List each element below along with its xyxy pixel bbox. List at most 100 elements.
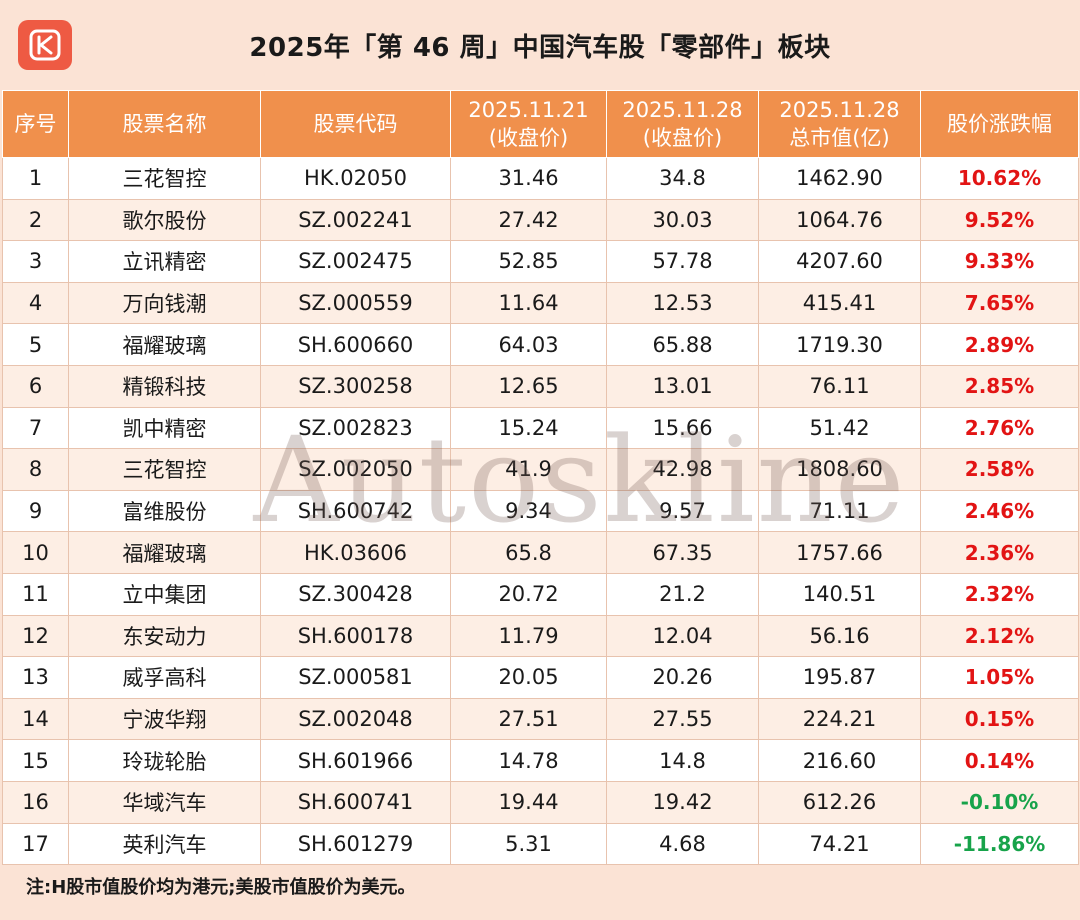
cell-price-change: 2.46% (920, 489, 1079, 533)
cell-market-cap: 74.21 (758, 822, 921, 866)
cell-price-change: 0.15% (920, 697, 1079, 741)
cell-stock-code: SZ.002241 (260, 198, 451, 242)
column-header-name: 股票名称 (68, 90, 261, 158)
cell-market-cap: 51.42 (758, 406, 921, 450)
cell-close-1128: 13.01 (606, 364, 759, 408)
cell-no: 11 (2, 572, 69, 616)
cell-market-cap: 76.11 (758, 364, 921, 408)
cell-market-cap: 195.87 (758, 656, 921, 699)
page-title: 2025年「第 46 周」中国汽车股「零部件」板块 (249, 32, 831, 63)
cell-stock-name: 三花智控 (68, 448, 261, 491)
cell-close-1121: 65.8 (450, 531, 607, 574)
cell-close-1121: 52.85 (450, 240, 607, 283)
cell-market-cap: 71.11 (758, 489, 921, 533)
cell-market-cap: 1757.66 (758, 531, 921, 574)
cell-stock-code: HK.03606 (260, 531, 451, 574)
column-header-date: 2025.11.21 (468, 98, 589, 122)
cell-price-change: 2.89% (920, 323, 1079, 366)
cell-price-change: 2.76% (920, 406, 1079, 450)
cell-price-change: -11.86% (920, 822, 1079, 866)
cell-close-1128: 14.8 (606, 739, 759, 782)
cell-stock-name: 英利汽车 (68, 822, 261, 866)
cell-stock-code: SH.600742 (260, 489, 451, 533)
cell-stock-name: 三花智控 (68, 157, 261, 200)
cell-close-1128: 4.68 (606, 822, 759, 866)
column-header-mktcap: 2025.11.28 总市值(亿) (758, 90, 921, 158)
column-header-sub: (收盘价) (488, 126, 569, 150)
cell-stock-name: 威孚高科 (68, 656, 261, 699)
k-logo-icon (29, 29, 61, 61)
cell-close-1128: 30.03 (606, 198, 759, 242)
cell-close-1121: 11.79 (450, 614, 607, 658)
cell-stock-name: 福耀玻璃 (68, 323, 261, 366)
cell-close-1121: 14.78 (450, 739, 607, 782)
column-header-no: 序号 (2, 90, 69, 158)
cell-close-1128: 21.2 (606, 572, 759, 616)
cell-price-change: 10.62% (920, 157, 1079, 200)
footnote: 注:H股市值股价均为港元;美股市值股价为美元。 (26, 877, 416, 898)
table-row: 1 三花智控 HK.02050 31.46 34.8 1462.90 10.62% (2, 157, 1079, 200)
cell-close-1121: 15.24 (450, 406, 607, 450)
table-row: 3 立讯精密 SZ.002475 52.85 57.78 4207.60 9.33% (2, 240, 1079, 283)
cell-stock-name: 玲珑轮胎 (68, 739, 261, 782)
cell-no: 15 (2, 739, 69, 782)
table-row: 6 精锻科技 SZ.300258 12.65 13.01 76.11 2.85% (2, 364, 1079, 408)
cell-close-1128: 67.35 (606, 531, 759, 574)
cell-price-change: 2.36% (920, 531, 1079, 574)
cell-stock-code: SZ.002475 (260, 240, 451, 283)
table-row: 9 富维股份 SH.600742 9.34 9.57 71.11 2.46% (2, 489, 1079, 533)
cell-market-cap: 415.41 (758, 281, 921, 325)
cell-close-1128: 20.26 (606, 656, 759, 699)
cell-no: 3 (2, 240, 69, 283)
column-header-change: 股价涨跌幅 (920, 90, 1079, 158)
cell-close-1128: 12.53 (606, 281, 759, 325)
cell-close-1121: 20.72 (450, 572, 607, 616)
cell-no: 16 (2, 780, 69, 824)
table-row: 10 福耀玻璃 HK.03606 65.8 67.35 1757.66 2.36% (2, 531, 1079, 574)
cell-no: 4 (2, 281, 69, 325)
cell-stock-name: 东安动力 (68, 614, 261, 658)
cell-price-change: 9.52% (920, 198, 1079, 242)
cell-close-1128: 19.42 (606, 780, 759, 824)
cell-price-change: 1.05% (920, 656, 1079, 699)
cell-stock-code: SZ.300428 (260, 572, 451, 616)
cell-stock-code: SZ.002823 (260, 406, 451, 450)
cell-close-1121: 41.9 (450, 448, 607, 491)
cell-market-cap: 1719.30 (758, 323, 921, 366)
cell-price-change: 2.32% (920, 572, 1079, 616)
cell-stock-code: SZ.000559 (260, 281, 451, 325)
cell-market-cap: 1808.60 (758, 448, 921, 491)
table-row: 7 凯中精密 SZ.002823 15.24 15.66 51.42 2.76% (2, 406, 1079, 450)
cell-price-change: 9.33% (920, 240, 1079, 283)
cell-close-1121: 9.34 (450, 489, 607, 533)
cell-no: 8 (2, 448, 69, 491)
cell-close-1128: 27.55 (606, 697, 759, 741)
table-row: 17 英利汽车 SH.601279 5.31 4.68 74.21 -11.86% (2, 822, 1079, 866)
stock-table: 序号 股票名称 股票代码 2025.11.21 (收盘价) 2025.11.28… (2, 90, 1079, 866)
cell-close-1121: 5.31 (450, 822, 607, 866)
cell-stock-name: 宁波华翔 (68, 697, 261, 741)
table-row: 16 华域汽车 SH.600741 19.44 19.42 612.26 -0.10% (2, 780, 1079, 824)
cell-no: 6 (2, 364, 69, 408)
stock-table-container: 序号 股票名称 股票代码 2025.11.21 (收盘价) 2025.11.28… (2, 90, 1079, 866)
cell-close-1128: 15.66 (606, 406, 759, 450)
table-row: 13 威孚高科 SZ.000581 20.05 20.26 195.87 1.05% (2, 656, 1079, 699)
cell-close-1121: 27.42 (450, 198, 607, 242)
cell-market-cap: 224.21 (758, 697, 921, 741)
column-header-sub: (收盘价) (642, 126, 723, 150)
cell-close-1128: 12.04 (606, 614, 759, 658)
cell-stock-name: 凯中精密 (68, 406, 261, 450)
cell-market-cap: 56.16 (758, 614, 921, 658)
cell-price-change: 2.85% (920, 364, 1079, 408)
cell-no: 17 (2, 822, 69, 866)
cell-stock-name: 立中集团 (68, 572, 261, 616)
cell-stock-code: HK.02050 (260, 157, 451, 200)
table-row: 15 玲珑轮胎 SH.601966 14.78 14.8 216.60 0.14% (2, 739, 1079, 782)
column-header-close-1128: 2025.11.28 (收盘价) (606, 90, 759, 158)
cell-stock-code: SZ.300258 (260, 364, 451, 408)
cell-price-change: 7.65% (920, 281, 1079, 325)
table-body: 1 三花智控 HK.02050 31.46 34.8 1462.90 10.62% 2 歌尔股份… (2, 157, 1079, 866)
page-header: 2025年「第 46 周」中国汽车股「零部件」板块 (0, 0, 1080, 90)
column-header-close-1121: 2025.11.21 (收盘价) (450, 90, 607, 158)
column-header-sub: 总市值(亿) (789, 126, 890, 150)
